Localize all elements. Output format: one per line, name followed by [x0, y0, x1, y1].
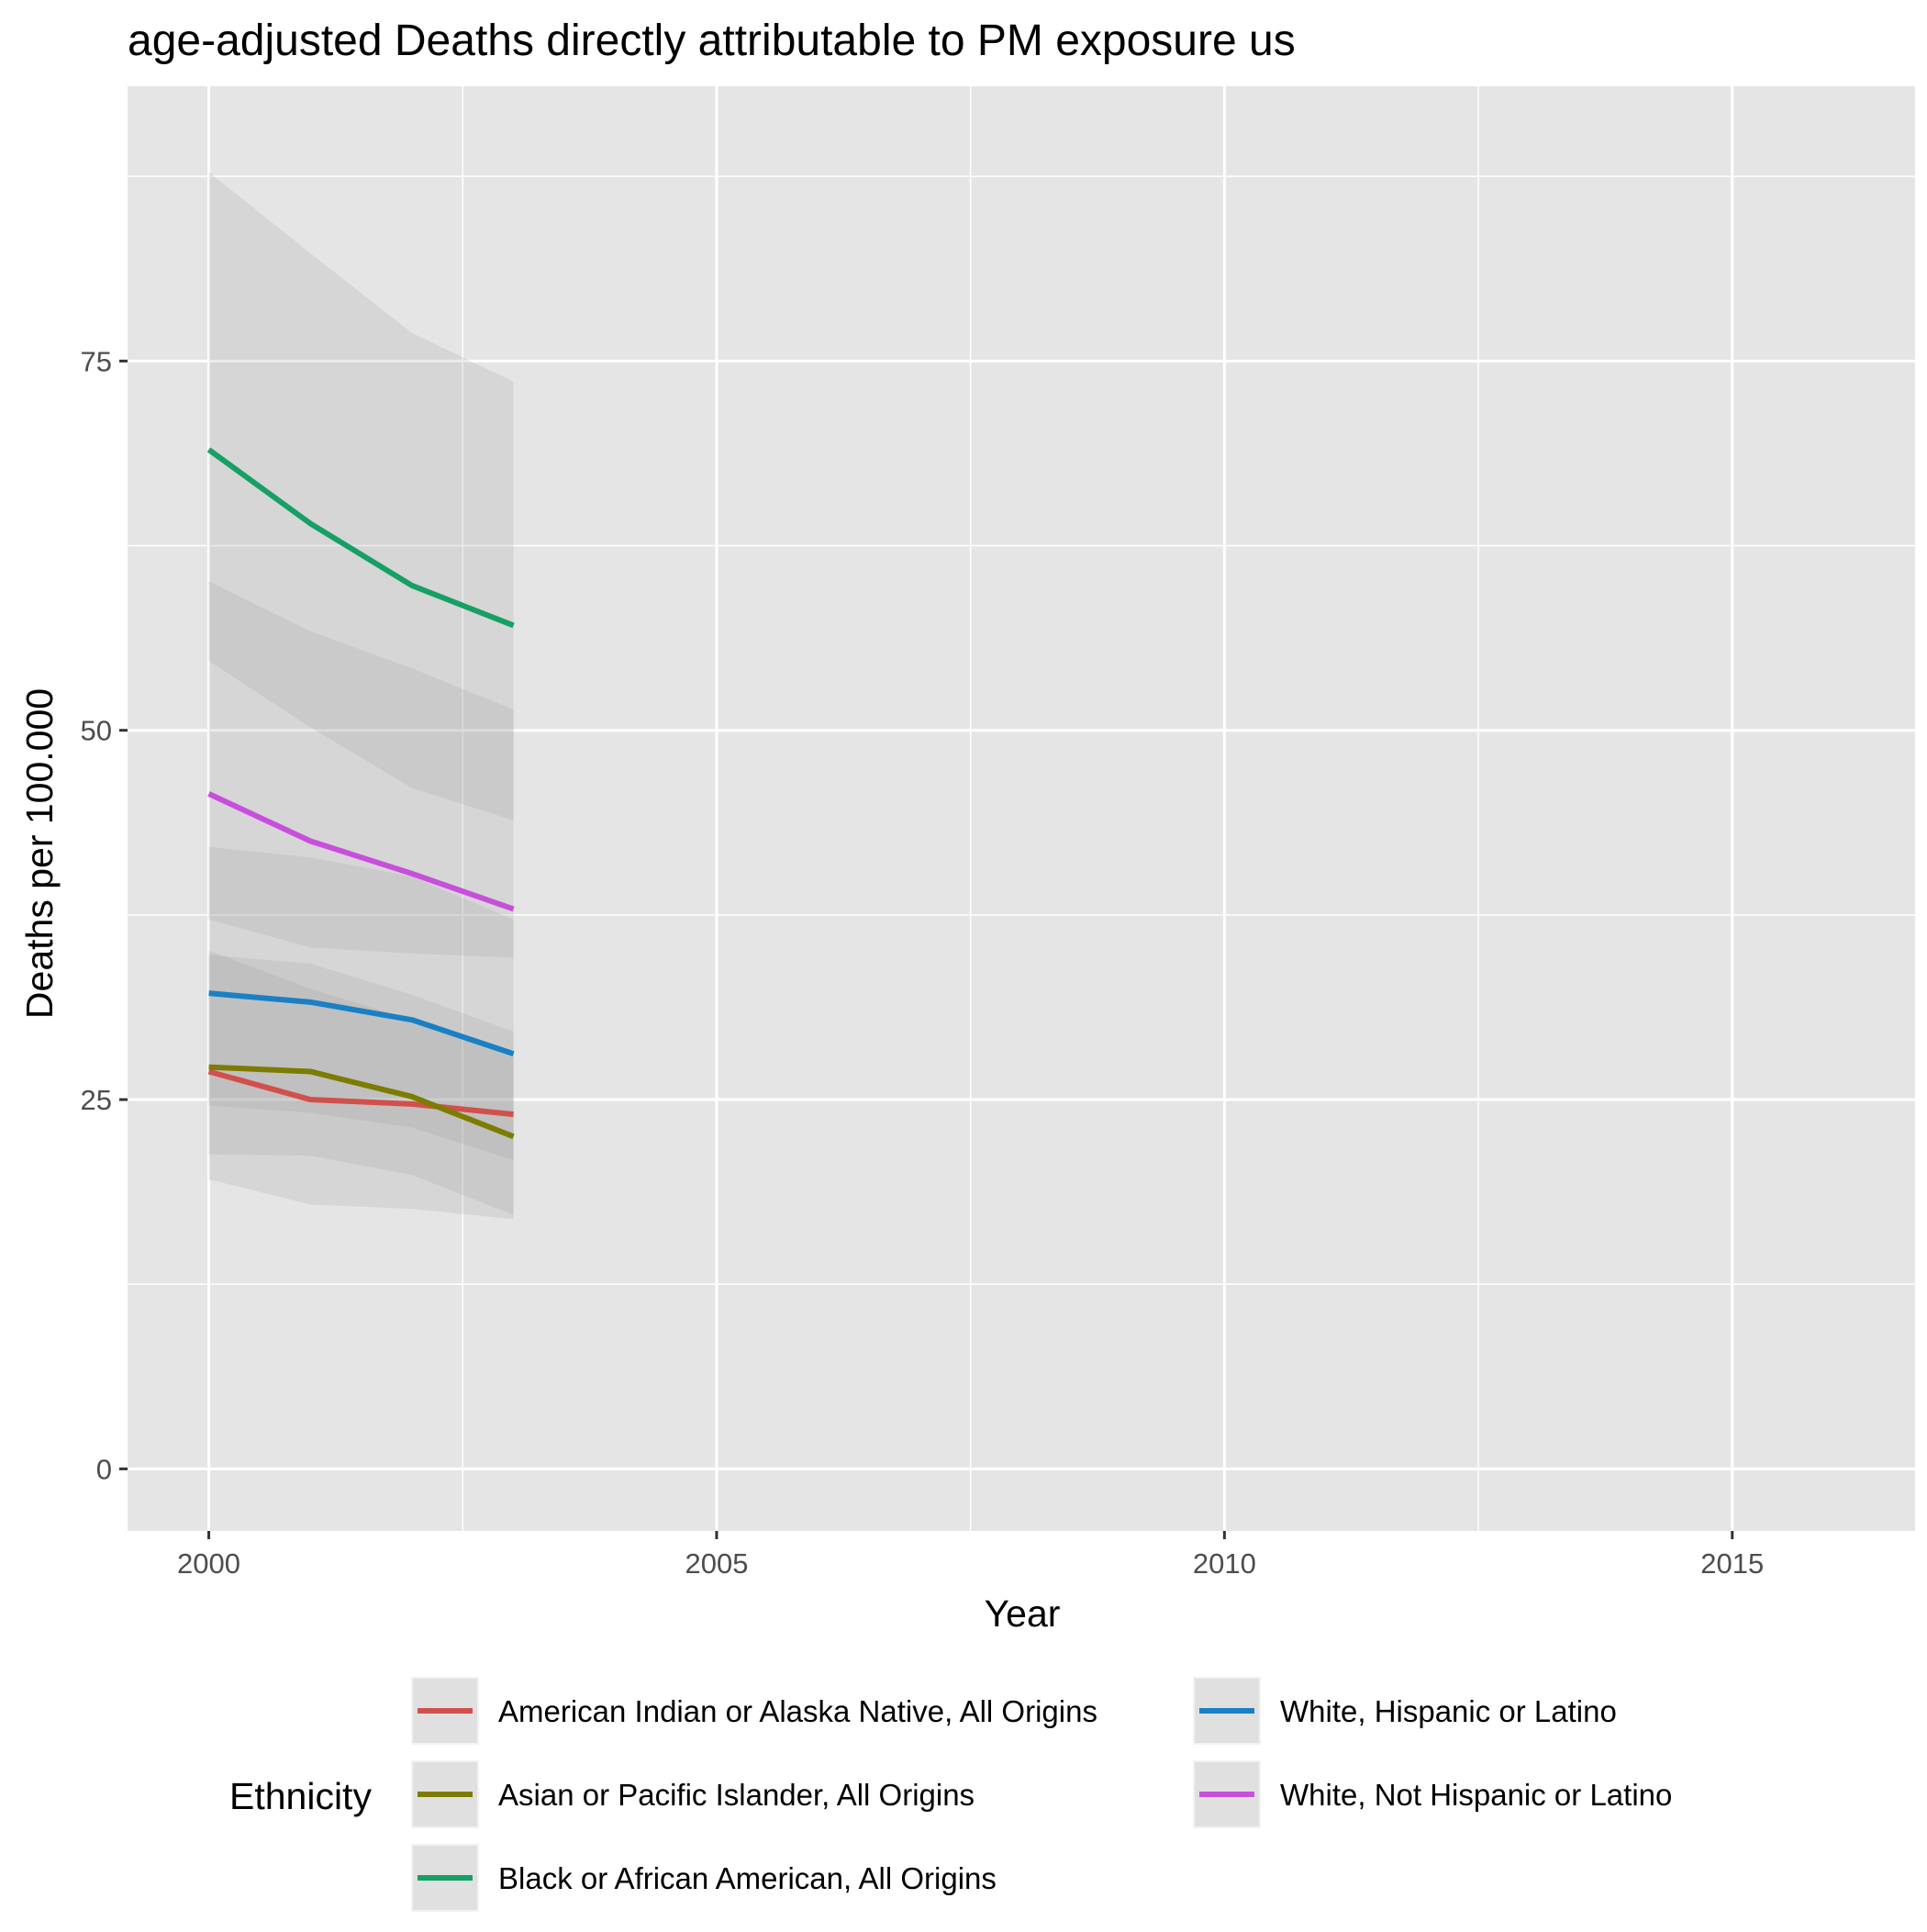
plot-panel — [128, 86, 1915, 1531]
series-line — [208, 1064, 515, 1140]
y-axis: 0 25 50 75 — [81, 345, 128, 1485]
confidence-band — [208, 955, 514, 1220]
x-tick-label: 2015 — [1700, 1547, 1764, 1580]
series-line — [208, 990, 515, 1057]
x-tick-label: 2010 — [1193, 1547, 1256, 1580]
legend-entry-label: Asian or Pacific Islander, All Origins — [498, 1778, 975, 1812]
confidence-band — [208, 581, 514, 958]
series-line — [206, 447, 515, 629]
confidence-band — [208, 846, 514, 1161]
x-tick-label: 2000 — [177, 1547, 240, 1580]
x-tick-label: 2005 — [685, 1547, 748, 1580]
confidence-band — [208, 172, 514, 821]
chart-title: age-adjusted Deaths directly attributabl… — [128, 17, 1296, 65]
legend: Ethnicity American Indian or Alaska Nati… — [229, 1677, 1672, 1912]
x-axis-label: Year — [985, 1592, 1061, 1635]
series-line — [207, 1068, 514, 1118]
legend-entry-label: Black or African American, All Origins — [498, 1861, 997, 1895]
legend-entry-label: American Indian or Alaska Native, All Or… — [498, 1694, 1097, 1728]
y-axis-label: Deaths per 100.000 — [18, 688, 61, 1019]
legend-title: Ethnicity — [229, 1775, 372, 1817]
y-tick-label: 75 — [81, 345, 112, 377]
series-line — [207, 791, 515, 912]
legend-entry-label: White, Hispanic or Latino — [1280, 1694, 1617, 1728]
y-tick-label: 50 — [81, 715, 112, 747]
y-tick-label: 0 — [96, 1453, 112, 1485]
y-tick-label: 25 — [81, 1084, 112, 1116]
x-axis: 2000 2005 2010 2015 — [177, 1531, 1764, 1580]
panel-background — [128, 86, 1915, 1531]
legend-entry-label: White, Not Hispanic or Latino — [1280, 1778, 1672, 1812]
